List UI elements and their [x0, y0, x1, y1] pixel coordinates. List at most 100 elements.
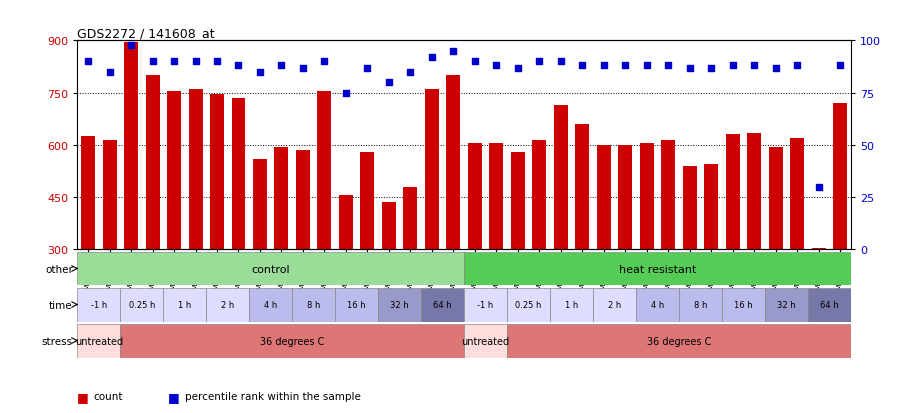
Bar [554, 106, 568, 354]
Bar [253, 159, 267, 354]
Point [339, 90, 353, 97]
Text: stress: stress [42, 336, 73, 346]
Bar [339, 196, 353, 354]
Bar [812, 248, 825, 354]
Text: 16 h: 16 h [734, 300, 753, 309]
Text: ■: ■ [168, 390, 180, 403]
Bar [722, 288, 765, 322]
Point [296, 65, 310, 72]
Point [81, 59, 96, 66]
Text: 1 h: 1 h [565, 300, 578, 309]
Point [489, 63, 503, 70]
Point [596, 63, 611, 70]
Bar [464, 324, 507, 358]
Text: 32 h: 32 h [777, 300, 795, 309]
Point [124, 42, 138, 49]
Point [575, 63, 590, 70]
Bar [382, 203, 396, 354]
Bar [550, 288, 593, 322]
Text: 0.25 h: 0.25 h [128, 300, 155, 309]
Text: untreated: untreated [461, 336, 510, 346]
Point [725, 63, 740, 70]
Bar [468, 144, 481, 354]
Text: 16 h: 16 h [348, 300, 366, 309]
Bar [360, 152, 374, 354]
Point [704, 65, 719, 72]
Bar [421, 288, 464, 322]
Point [640, 63, 654, 70]
Bar [464, 252, 851, 286]
Point [618, 63, 632, 70]
Point [812, 184, 826, 191]
Text: 2 h: 2 h [608, 300, 622, 309]
Text: -1 h: -1 h [478, 300, 494, 309]
Bar [77, 288, 120, 322]
Text: -1 h: -1 h [91, 300, 107, 309]
Point [425, 55, 440, 61]
Bar [507, 324, 851, 358]
Bar [77, 252, 464, 286]
Bar [507, 288, 550, 322]
Point [102, 69, 116, 76]
Point [661, 63, 675, 70]
Text: 4 h: 4 h [651, 300, 664, 309]
Text: 36 degrees C: 36 degrees C [647, 336, 711, 346]
Bar [834, 104, 847, 354]
Bar [597, 146, 611, 354]
Point [790, 63, 804, 70]
Bar [296, 151, 310, 354]
Text: 8 h: 8 h [693, 300, 707, 309]
Bar [292, 288, 335, 322]
Point [532, 59, 547, 66]
Point [360, 65, 375, 72]
Bar [403, 188, 418, 354]
Bar [532, 140, 546, 354]
Bar [103, 140, 116, 354]
Bar [511, 152, 525, 354]
Bar [682, 166, 697, 354]
Bar [188, 90, 203, 354]
Bar [640, 144, 653, 354]
Bar [318, 92, 331, 354]
Point [146, 59, 160, 66]
Point [768, 65, 783, 72]
Bar [636, 288, 679, 322]
Point [511, 65, 525, 72]
Point [231, 63, 246, 70]
Point [553, 59, 568, 66]
Point [446, 48, 460, 55]
Bar [120, 324, 464, 358]
Point [318, 59, 332, 66]
Bar [210, 95, 224, 354]
Text: time: time [49, 300, 73, 310]
Point [253, 69, 268, 76]
Point [747, 63, 762, 70]
Point [274, 63, 288, 70]
Text: percentile rank within the sample: percentile rank within the sample [185, 392, 360, 401]
Bar [490, 144, 503, 354]
Bar [679, 288, 722, 322]
Bar [769, 147, 783, 354]
Bar [249, 288, 292, 322]
Text: control: control [251, 264, 290, 274]
Bar [335, 288, 379, 322]
Bar [146, 76, 159, 354]
Bar [704, 165, 718, 354]
Bar [207, 288, 249, 322]
Bar [447, 76, 460, 354]
Text: other: other [45, 264, 73, 274]
Point [167, 59, 181, 66]
Text: 8 h: 8 h [307, 300, 320, 309]
Text: ■: ■ [77, 390, 89, 403]
Bar [425, 90, 439, 354]
Bar [765, 288, 808, 322]
Text: GDS2272 / 141608_at: GDS2272 / 141608_at [77, 27, 215, 40]
Point [381, 80, 396, 86]
Point [468, 59, 482, 66]
Bar [747, 133, 761, 354]
Text: untreated: untreated [75, 336, 123, 346]
Text: heat resistant: heat resistant [619, 264, 696, 274]
Bar [618, 146, 632, 354]
Text: 0.25 h: 0.25 h [515, 300, 541, 309]
Bar [167, 92, 181, 354]
